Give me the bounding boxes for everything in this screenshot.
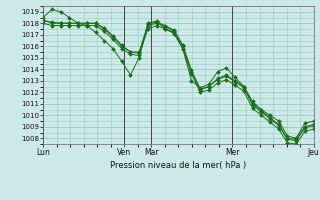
X-axis label: Pression niveau de la mer( hPa ): Pression niveau de la mer( hPa ) [110, 161, 246, 170]
